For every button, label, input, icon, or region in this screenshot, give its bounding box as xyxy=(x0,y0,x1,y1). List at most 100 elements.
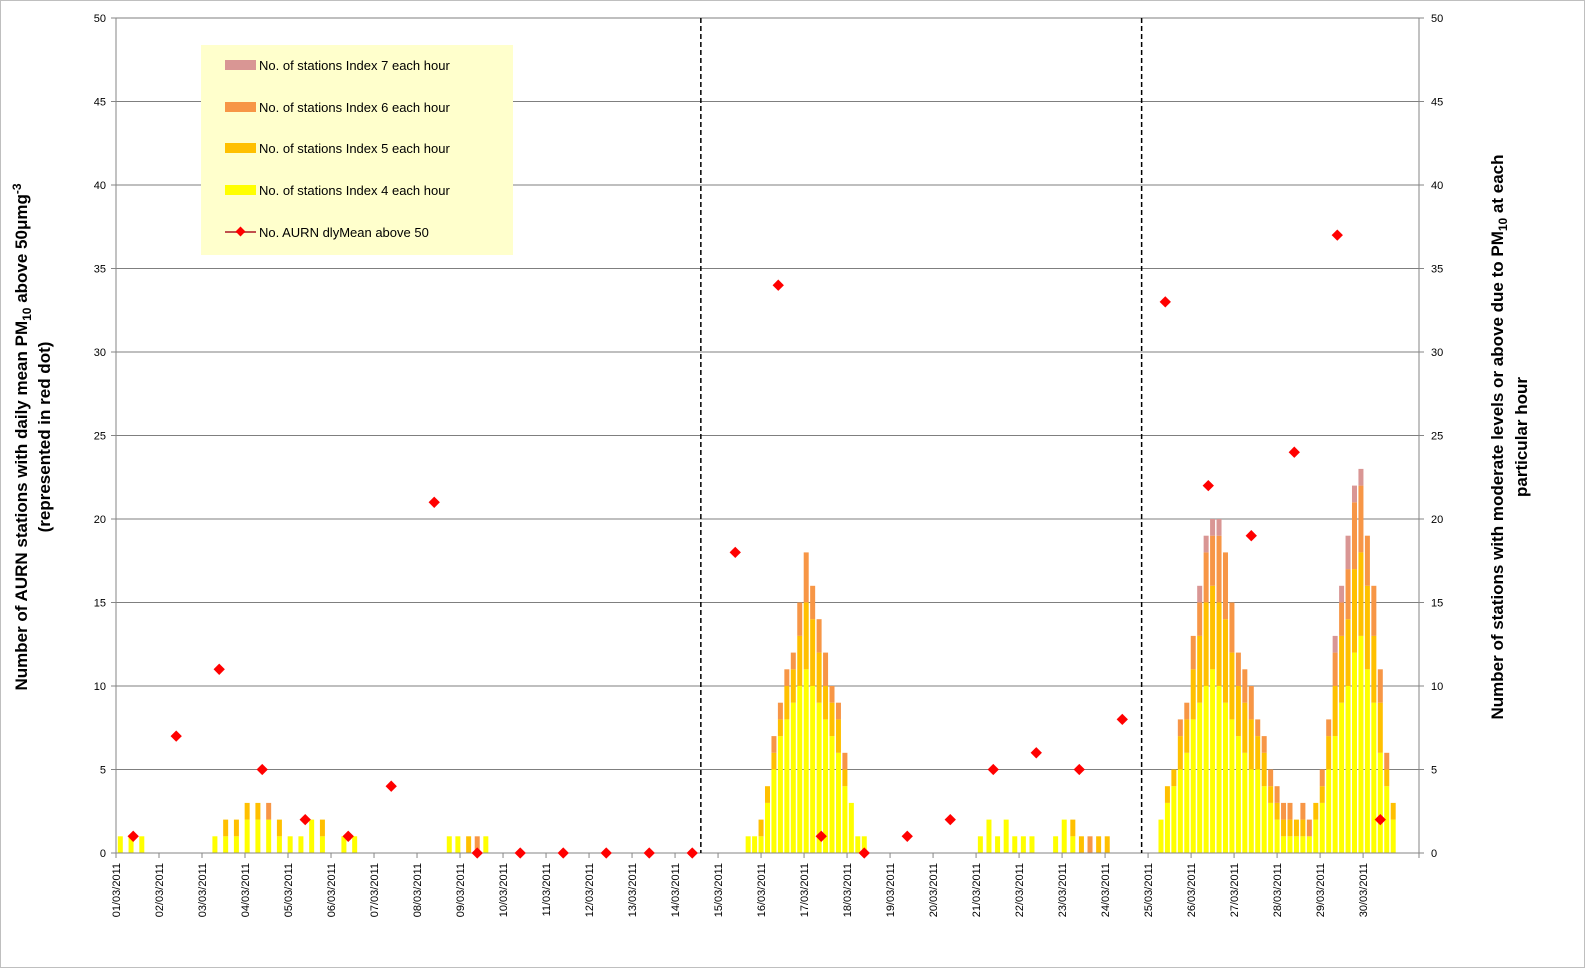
bar-segment-i5 xyxy=(829,702,835,737)
daily-dot xyxy=(901,830,913,842)
x-tick-label: 29/03/2011 xyxy=(1315,863,1327,917)
bar-segment-i6 xyxy=(1351,502,1357,570)
bar-segment-i4 xyxy=(1210,669,1216,853)
legend-label-dots: No. AURN dlyMean above 50 xyxy=(259,225,429,240)
bar-segment-i6 xyxy=(1255,719,1261,737)
bar-segment-i7 xyxy=(1197,585,1203,603)
bar-segment-i6 xyxy=(1268,769,1274,787)
bar-segment-i6 xyxy=(829,686,835,703)
bar-segment-i4 xyxy=(1377,752,1383,853)
bar-segment-i6 xyxy=(816,619,822,653)
bar-segment-i4 xyxy=(745,836,751,853)
bar-segment-i7 xyxy=(1351,485,1357,503)
x-tick-label: 19/03/2011 xyxy=(885,863,897,917)
x-tick-label: 08/03/2011 xyxy=(412,863,424,917)
bar-segment-i7 xyxy=(1345,535,1351,570)
bar-segment-i4 xyxy=(1061,819,1067,853)
bar-segment-i5 xyxy=(1384,769,1390,787)
bar-segment-i4 xyxy=(1261,786,1267,853)
bar-segment-i4 xyxy=(1351,652,1357,853)
left-tick-label: 0 xyxy=(100,848,106,860)
daily-dot xyxy=(729,546,741,559)
bar-segment-i4 xyxy=(1358,635,1364,853)
bar-segment-i5 xyxy=(790,669,796,703)
bar-segment-i5 xyxy=(1358,552,1364,636)
bar-segment-i4 xyxy=(995,836,1001,853)
bar-segment-i5 xyxy=(1171,769,1177,787)
bar-segment-i6 xyxy=(771,736,777,753)
bar-segment-i4 xyxy=(1003,819,1009,853)
bar-segment-i5 xyxy=(842,769,848,787)
bar-segment-i5 xyxy=(319,819,325,837)
x-tick-label: 14/03/2011 xyxy=(670,863,682,917)
bar-segment-i7 xyxy=(1216,519,1222,536)
bar-segment-i6 xyxy=(835,702,841,720)
daily-dot xyxy=(944,813,956,826)
bar-segment-i4 xyxy=(223,836,229,853)
bar-segment-i6 xyxy=(1197,602,1203,636)
bar-segment-i5 xyxy=(1345,619,1351,686)
right-tick-label: 35 xyxy=(1431,264,1443,276)
left-tick-label: 50 xyxy=(94,13,106,25)
bar-segment-i5 xyxy=(1268,786,1274,803)
bar-segment-i4 xyxy=(823,719,829,853)
left-axis-title-line2: (represented in red dot) xyxy=(35,342,54,533)
bar-segment-i4 xyxy=(1339,702,1345,853)
daily-dots xyxy=(127,229,1386,859)
legend: No. of stations Index 7 each hour No. of… xyxy=(201,45,513,255)
bar-segment-i4 xyxy=(266,819,272,853)
bar-segment-i4 xyxy=(1371,702,1377,853)
bar-segment-i6 xyxy=(474,836,480,853)
x-tick-label: 27/03/2011 xyxy=(1229,863,1241,917)
bar-segment-i6 xyxy=(777,702,783,720)
daily-dot xyxy=(170,730,182,742)
x-tick-label: 11/03/2011 xyxy=(541,863,553,916)
bar-segment-i5 xyxy=(1210,585,1216,670)
legend-swatch-index6 xyxy=(225,102,256,112)
bar-segment-i5 xyxy=(1326,736,1332,770)
hourly-bars xyxy=(117,468,1396,853)
bar-segment-i5 xyxy=(1203,602,1209,686)
bar-segment-i4 xyxy=(1319,802,1325,853)
bar-segment-i5 xyxy=(1339,635,1345,703)
bar-segment-i4 xyxy=(1164,802,1170,853)
daily-dot xyxy=(1159,296,1171,308)
bar-segment-i4 xyxy=(1222,702,1228,853)
bar-segment-i5 xyxy=(255,802,261,820)
right-axis-ticks: 0 5 10 15 20 25 30 35 40 45 50 xyxy=(1419,13,1443,860)
bar-segment-i4 xyxy=(483,836,489,853)
bar-segment-i5 xyxy=(1184,719,1190,753)
bar-segment-i5 xyxy=(1287,819,1293,837)
bar-segment-i4 xyxy=(842,786,848,853)
x-tick-label: 15/03/2011 xyxy=(713,863,725,917)
bar-segment-i4 xyxy=(1287,836,1293,853)
bar-segment-i4 xyxy=(810,686,816,853)
daily-dot xyxy=(471,847,483,859)
daily-dot xyxy=(1245,530,1257,542)
bar-segment-i4 xyxy=(139,836,145,853)
daily-dot xyxy=(815,830,827,842)
bar-segment-i4 xyxy=(829,736,835,853)
daily-dot xyxy=(299,813,311,826)
left-axis-title-line1: Number of AURN stations with daily mean … xyxy=(10,183,34,690)
bar-segment-i6 xyxy=(1371,585,1377,636)
bar-segment-i6 xyxy=(1203,552,1209,603)
bar-segment-i5 xyxy=(1377,702,1383,753)
x-tick-label: 02/03/2011 xyxy=(154,863,166,917)
bar-segment-i6 xyxy=(1332,652,1338,686)
x-tick-label: 06/03/2011 xyxy=(326,863,338,917)
bar-segment-i4 xyxy=(790,702,796,853)
right-tick-label: 0 xyxy=(1431,848,1437,860)
bar-segment-i4 xyxy=(233,836,239,853)
bar-segment-i6 xyxy=(823,652,829,686)
daily-dot xyxy=(772,279,784,291)
bar-segment-i4 xyxy=(1070,836,1076,853)
x-tick-label: 21/03/2011 xyxy=(971,863,983,917)
period-dividers xyxy=(700,18,1143,853)
legend-swatch-index4 xyxy=(225,185,256,195)
x-tick-label: 07/03/2011 xyxy=(369,863,381,917)
right-tick-label: 15 xyxy=(1431,598,1443,610)
bar-segment-i4 xyxy=(1390,819,1396,853)
x-tick-label: 30/03/2011 xyxy=(1358,863,1370,917)
